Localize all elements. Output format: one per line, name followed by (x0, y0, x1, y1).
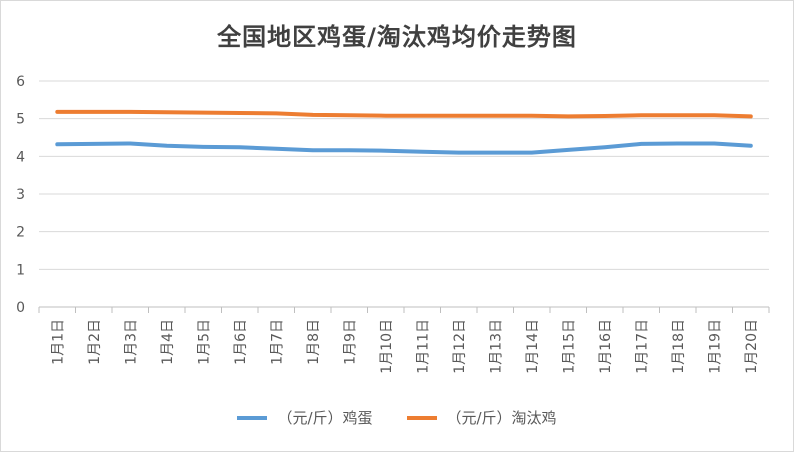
data-point (494, 152, 496, 154)
y-tick-label: 6 (16, 74, 25, 90)
data-point (202, 146, 204, 148)
x-tick-label: 1月9日 (342, 319, 358, 365)
data-point (604, 146, 606, 148)
y-tick-label: 4 (16, 149, 25, 165)
data-point (348, 149, 350, 151)
legend-swatch (406, 415, 437, 420)
data-point (750, 145, 752, 147)
data-point (385, 115, 387, 117)
legend-item: （元/斤）淘汰鸡 (406, 407, 557, 428)
x-tick-label: 1月4日 (160, 319, 176, 365)
data-point (93, 143, 95, 145)
series-line-2 (55, 109, 753, 119)
data-point (713, 114, 715, 116)
data-point (93, 111, 95, 113)
data-point (312, 149, 314, 151)
data-point (275, 148, 277, 150)
data-point (348, 114, 350, 116)
x-tick-label: 1月14日 (525, 319, 541, 374)
legend-swatch (237, 415, 268, 420)
y-tick-label: 3 (16, 187, 25, 203)
x-tick-label: 1月15日 (561, 319, 577, 374)
x-tick-label: 1月16日 (598, 319, 614, 374)
data-point (166, 145, 168, 147)
data-point (640, 143, 642, 145)
data-point (385, 150, 387, 152)
x-tick-label: 1月19日 (707, 319, 723, 374)
chart-legend: （元/斤）鸡蛋 （元/斤）淘汰鸡 (1, 407, 793, 428)
y-tick-label: 0 (16, 300, 25, 316)
x-tick-label: 1月6日 (233, 319, 249, 365)
data-point (750, 115, 752, 117)
chart-title: 全国地区鸡蛋/淘汰鸡均价走势图 (217, 23, 577, 51)
data-point (677, 143, 679, 145)
data-point (567, 149, 569, 151)
series-line-1 (55, 141, 753, 155)
data-point (129, 143, 131, 145)
data-point (166, 111, 168, 113)
data-point (421, 151, 423, 153)
x-tick-label: 1月18日 (671, 319, 687, 374)
data-point (312, 114, 314, 116)
y-tick-label: 2 (16, 225, 25, 241)
x-tick-label: 1月8日 (306, 319, 322, 365)
data-point (713, 143, 715, 145)
x-tick-label: 1月11日 (415, 319, 431, 374)
x-tick-label: 1月7日 (269, 319, 285, 365)
data-point (604, 115, 606, 117)
data-point (202, 112, 204, 114)
data-point (531, 115, 533, 117)
data-point (421, 115, 423, 117)
data-point (458, 152, 460, 154)
data-point (494, 115, 496, 117)
x-tick-label: 1月10日 (379, 319, 395, 374)
legend-label: （元/斤）淘汰鸡 (446, 409, 557, 427)
data-point (239, 146, 241, 148)
x-tick-label: 1月3日 (123, 319, 139, 365)
x-tick-label: 1月20日 (744, 319, 760, 374)
x-tick-label: 1月2日 (87, 319, 103, 365)
data-point (458, 115, 460, 117)
legend-item: （元/斤）鸡蛋 (237, 407, 373, 428)
y-tick-label: 5 (16, 112, 25, 128)
legend-label: （元/斤）鸡蛋 (277, 409, 373, 427)
data-point (531, 152, 533, 154)
data-point (275, 112, 277, 114)
data-point (56, 143, 58, 145)
x-tick-label: 1月5日 (196, 319, 212, 365)
data-point (239, 112, 241, 114)
data-point (567, 115, 569, 117)
data-point (56, 111, 58, 113)
data-point (129, 111, 131, 113)
x-tick-label: 1月13日 (488, 319, 504, 374)
data-point (640, 114, 642, 116)
data-point (677, 114, 679, 116)
y-tick-label: 1 (16, 262, 25, 278)
x-tick-label: 1月12日 (452, 319, 468, 374)
x-tick-label: 1月1日 (50, 319, 66, 365)
x-tick-label: 1月17日 (634, 319, 650, 374)
